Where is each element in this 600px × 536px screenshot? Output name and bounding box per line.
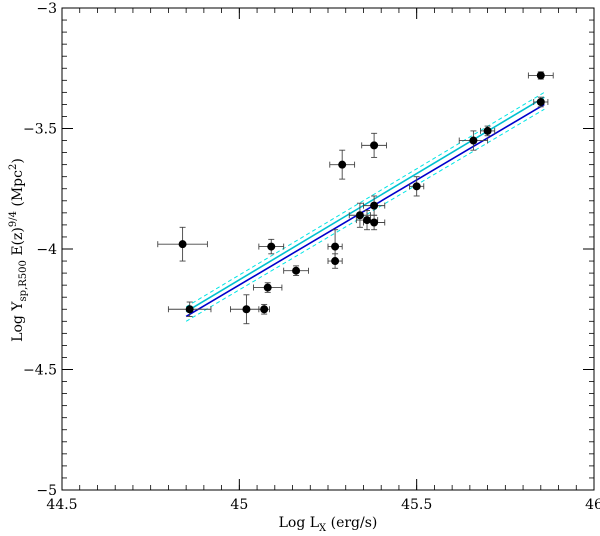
data-point bbox=[263, 283, 272, 292]
data-point bbox=[483, 126, 492, 135]
data-point bbox=[412, 182, 421, 191]
data-point bbox=[292, 266, 301, 275]
data-point bbox=[267, 242, 276, 251]
data-point bbox=[338, 160, 347, 169]
error-bars bbox=[157, 71, 554, 325]
x-tick-label: 45 bbox=[230, 497, 248, 513]
y-tick-label: −5 bbox=[36, 483, 57, 499]
x-tick-label: 46 bbox=[585, 497, 600, 513]
data-point bbox=[355, 211, 364, 220]
data-point bbox=[331, 257, 340, 266]
x-axis-label: Log LX (erg/s) bbox=[279, 515, 378, 534]
y-axis-label: Log Ysp,R500 E(z)9/4 (Mpc2) bbox=[8, 158, 29, 342]
confidence-band-line bbox=[185, 108, 545, 322]
data-point bbox=[536, 71, 545, 80]
data-point bbox=[469, 136, 478, 145]
data-point bbox=[536, 97, 545, 106]
data-points bbox=[178, 71, 545, 314]
y-tick-label: −4 bbox=[36, 242, 57, 258]
fit-lines bbox=[185, 91, 545, 322]
data-point bbox=[363, 216, 372, 225]
y-tick-label: −3 bbox=[36, 1, 57, 17]
data-point bbox=[185, 305, 194, 314]
data-point bbox=[331, 242, 340, 251]
major-ticks bbox=[61, 7, 595, 491]
confidence-band-line bbox=[185, 91, 545, 308]
data-point bbox=[178, 240, 187, 249]
data-point bbox=[260, 305, 269, 314]
x-tick-label: 45.5 bbox=[401, 497, 432, 513]
x-tick-label: 44.5 bbox=[46, 497, 77, 513]
data-point bbox=[370, 141, 379, 150]
data-point bbox=[370, 218, 379, 227]
tick-labels: 44.5 45 45.5 46 −5 −4.5 −4 −3.5 −3 bbox=[23, 1, 600, 513]
data-point bbox=[370, 201, 379, 210]
y-tick-label: −3.5 bbox=[23, 122, 57, 138]
y-tick-label: −4.5 bbox=[23, 363, 57, 379]
data-point bbox=[242, 305, 251, 314]
